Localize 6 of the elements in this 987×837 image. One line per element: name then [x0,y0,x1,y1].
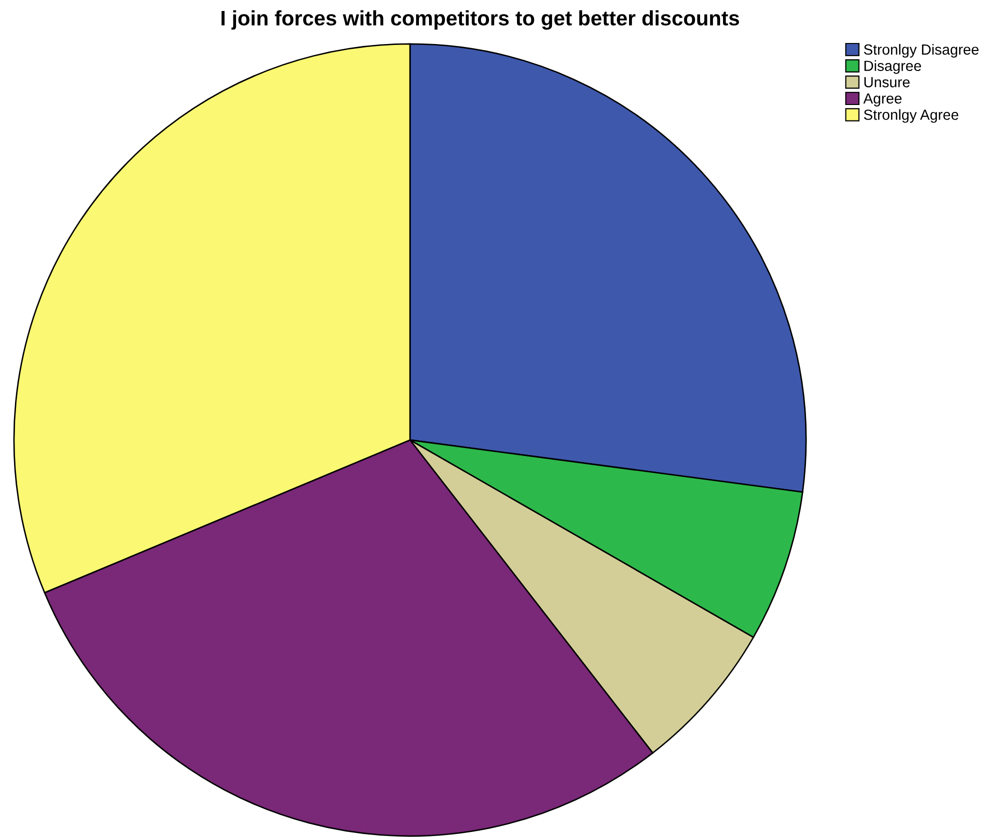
legend-label: Stronlgy Disagree [864,44,979,58]
legend-label: Agree [863,93,902,106]
chart-title: I join forces with competitors to get better discounts [222,10,740,30]
legend-label: Unsure [864,77,910,88]
legend-label: Stronlgy Agree [864,109,958,123]
legend-label: Disagree [864,60,921,74]
